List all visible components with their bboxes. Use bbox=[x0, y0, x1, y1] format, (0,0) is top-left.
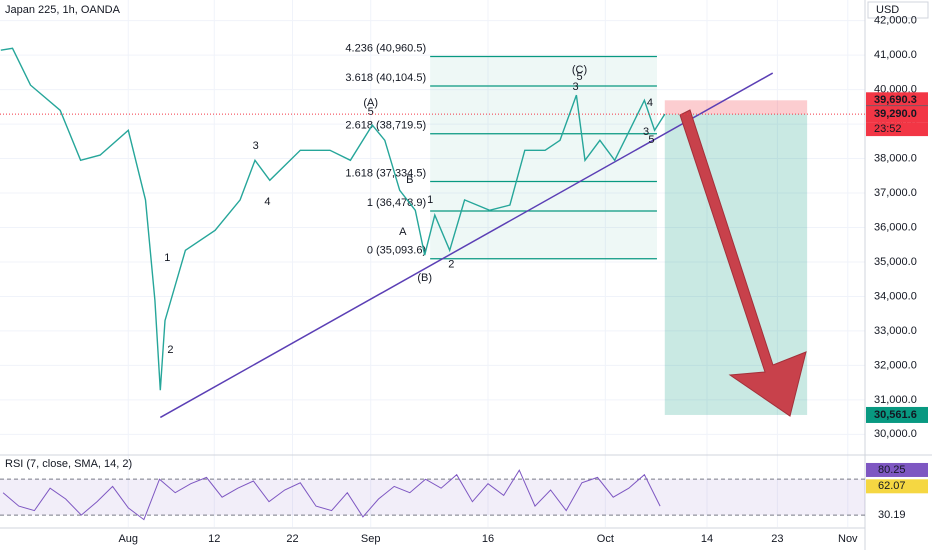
wave-label: 5 bbox=[368, 106, 374, 118]
rsi-tag bbox=[866, 479, 928, 494]
wave-label: (C) bbox=[572, 64, 587, 76]
unit: USD bbox=[876, 4, 899, 16]
y-tick-label: 30,000.0 bbox=[874, 428, 917, 440]
wave-label: 4 bbox=[647, 97, 653, 109]
wave-label: 3 bbox=[253, 140, 259, 152]
y-tick-label: 42,000.0 bbox=[874, 15, 917, 27]
wave-label: 5 bbox=[576, 71, 582, 83]
wave-label: A bbox=[399, 226, 407, 238]
price-tag-label: 39,690.3 bbox=[874, 94, 917, 106]
arrow bbox=[679, 109, 807, 417]
y-tick-label: 35,000.0 bbox=[874, 256, 917, 268]
wave-label: 5 bbox=[648, 134, 654, 146]
wave-label: 2 bbox=[448, 258, 454, 270]
price-tag-label: 39,290.0 bbox=[874, 108, 917, 120]
rsi-tag bbox=[866, 462, 928, 477]
y-tick-label: 41,000.0 bbox=[874, 49, 917, 61]
x-tick-label: Sep bbox=[361, 533, 381, 545]
x-tick-label: 22 bbox=[286, 533, 298, 545]
y-tick-label: 31,000.0 bbox=[874, 394, 917, 406]
wave-label: 1 bbox=[164, 252, 170, 264]
series-line bbox=[2, 469, 661, 521]
unit-box bbox=[867, 1, 929, 19]
y-tick-label: 34,000.0 bbox=[874, 290, 917, 302]
y-tick-label: 33,000.0 bbox=[874, 325, 917, 337]
x-tick-label: 14 bbox=[701, 533, 713, 545]
x-tick-label: Aug bbox=[118, 533, 138, 545]
wave-label: (B) bbox=[417, 272, 432, 284]
wave-label: 2 bbox=[167, 344, 173, 356]
countdown: 23:52 bbox=[874, 123, 902, 135]
rsi-tick-label: 80.25 bbox=[878, 464, 906, 476]
wave-label: 3 bbox=[573, 81, 579, 93]
price-tag bbox=[866, 92, 928, 109]
fib-label: 4.236 (40,960.5) bbox=[345, 42, 426, 54]
fib-label: 1.618 (37,334.5) bbox=[345, 167, 426, 179]
x-tick-label: Oct bbox=[597, 533, 614, 545]
rsi-band bbox=[0, 479, 865, 516]
wave-label: 4 bbox=[264, 196, 270, 208]
wave-label: (A) bbox=[363, 97, 378, 109]
y-tick-label: 37,000.0 bbox=[874, 187, 917, 199]
fib-label: 0 (35,093.6) bbox=[367, 245, 426, 257]
y-tick-label: 38,000.0 bbox=[874, 152, 917, 164]
price-tag bbox=[866, 106, 928, 123]
fib-zone bbox=[430, 56, 657, 259]
x-tick-label: 16 bbox=[482, 533, 494, 545]
rsi-tick-label: 30.19 bbox=[878, 509, 906, 521]
wave-label: 1 bbox=[427, 194, 433, 206]
fib-label: 2.618 (38,719.5) bbox=[345, 120, 426, 132]
rsi-pane bbox=[0, 469, 865, 521]
x-tick-label: 23 bbox=[771, 533, 783, 545]
chart-title: Japan 225, 1h, OANDA bbox=[5, 4, 121, 16]
rsi-title: RSI (7, close, SMA, 14, 2) bbox=[5, 458, 132, 470]
wave-label: 3 bbox=[643, 126, 649, 138]
stop-zone bbox=[664, 100, 808, 115]
countdown-box bbox=[866, 122, 928, 137]
series-line bbox=[0, 47, 666, 391]
price-tag bbox=[866, 406, 928, 423]
trendline bbox=[159, 72, 774, 419]
y-tick-label: 36,000.0 bbox=[874, 221, 917, 233]
price-tag-label: 30,561.6 bbox=[874, 409, 917, 421]
x-tick-label: 12 bbox=[208, 533, 220, 545]
rsi-tag bbox=[866, 507, 928, 522]
fib-label: 1 (36,478.9) bbox=[367, 197, 426, 209]
fib-label: 3.618 (40,104.5) bbox=[345, 72, 426, 84]
rsi-tick-label: 62.07 bbox=[878, 480, 906, 492]
y-tick-label: 32,000.0 bbox=[874, 359, 917, 371]
x-tick-label: Nov bbox=[838, 533, 858, 545]
wave-label: B bbox=[406, 174, 413, 186]
